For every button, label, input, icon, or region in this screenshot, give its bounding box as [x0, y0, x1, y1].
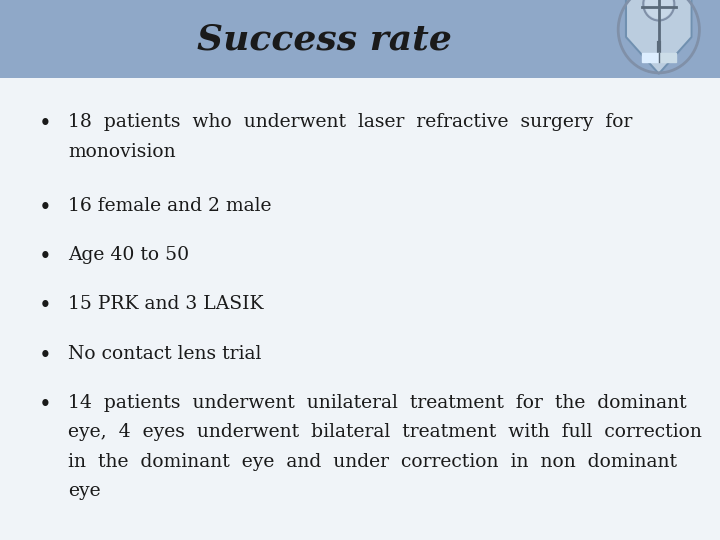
- Text: •: •: [38, 113, 51, 136]
- Text: 14  patients  underwent  unilateral  treatment  for  the  dominant
eye,  4  eyes: 14 patients underwent unilateral treatme…: [68, 394, 702, 500]
- Text: Age 40 to 50: Age 40 to 50: [68, 246, 189, 264]
- Polygon shape: [642, 52, 659, 62]
- Text: •: •: [38, 394, 51, 416]
- Text: •: •: [38, 197, 51, 219]
- Text: No contact lens trial: No contact lens trial: [68, 345, 262, 362]
- Text: •: •: [38, 345, 51, 367]
- Bar: [0, 78, 720, 540]
- Text: •: •: [38, 246, 51, 268]
- Polygon shape: [626, 0, 692, 74]
- Text: 15 PRK and 3 LASIK: 15 PRK and 3 LASIK: [68, 295, 264, 313]
- Bar: [0, 0, 720, 78]
- Text: 16 female and 2 male: 16 female and 2 male: [68, 197, 272, 215]
- Circle shape: [645, 0, 672, 19]
- Text: •: •: [38, 295, 51, 318]
- Text: Success rate: Success rate: [197, 22, 451, 56]
- Polygon shape: [626, 0, 692, 74]
- Polygon shape: [659, 52, 676, 62]
- Text: 18  patients  who  underwent  laser  refractive  surgery  for
monovision: 18 patients who underwent laser refracti…: [68, 113, 633, 160]
